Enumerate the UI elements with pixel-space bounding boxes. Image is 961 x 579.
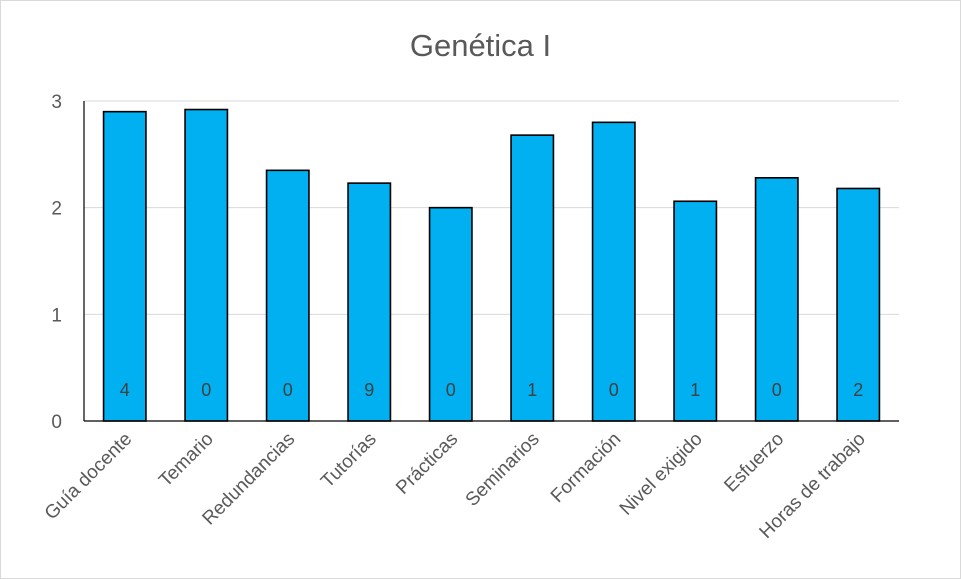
data-label-3: 9 — [364, 380, 374, 400]
bar-2 — [265, 169, 310, 422]
data-label-2: 0 — [283, 380, 293, 400]
y-tick-label-1: 1 — [51, 305, 62, 326]
bar-8 — [754, 177, 799, 422]
y-tick-label-3: 3 — [51, 92, 62, 113]
data-label-4: 0 — [446, 380, 456, 400]
data-label-0: 4 — [120, 380, 130, 400]
y-tick-label-2: 2 — [51, 199, 62, 220]
y-tick-label-0: 0 — [51, 412, 62, 433]
x-tick-label-6: Formación — [547, 429, 625, 507]
data-label-9: 2 — [853, 380, 863, 400]
data-label-6: 0 — [609, 380, 619, 400]
x-tick-label-0: Guía docente — [41, 429, 137, 525]
bar-5 — [510, 134, 555, 422]
x-tick-label-8: Esfuerzo — [720, 429, 788, 497]
data-label-5: 1 — [527, 380, 537, 400]
x-tick-label-5: Seminarios — [462, 429, 544, 511]
x-tick-label-7: Nivel exigido — [616, 429, 707, 520]
x-tick-label-4: Prácticas — [392, 429, 462, 499]
bar-6 — [591, 121, 636, 422]
chart-title: Genética I — [409, 28, 552, 63]
x-tick-label-3: Tutorías — [317, 429, 381, 493]
data-label-1: 0 — [201, 380, 211, 400]
bar-1 — [184, 108, 229, 422]
bar-9 — [836, 187, 881, 422]
data-label-8: 0 — [772, 380, 782, 400]
data-label-7: 1 — [690, 380, 700, 400]
bar-0 — [102, 110, 147, 422]
x-tick-label-1: Temario — [155, 429, 218, 492]
